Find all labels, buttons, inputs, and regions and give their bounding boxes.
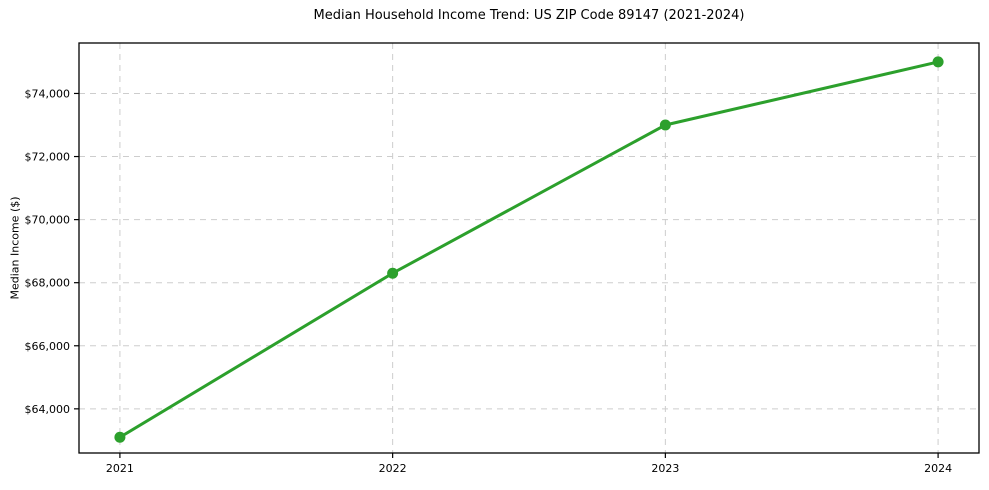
x-tick-label: 2021 xyxy=(106,462,134,475)
data-point-2024 xyxy=(932,56,944,68)
y-tick-label: $68,000 xyxy=(25,277,71,290)
y-tick-label: $70,000 xyxy=(25,214,71,227)
y-tick-label: $66,000 xyxy=(25,340,71,353)
y-tick-label: $72,000 xyxy=(25,151,71,164)
trend-line xyxy=(118,60,940,439)
plot-border xyxy=(78,42,980,454)
x-tick-label: 2023 xyxy=(651,462,679,475)
chart-title: Median Household Income Trend: US ZIP Co… xyxy=(313,8,745,23)
data-point-2021 xyxy=(114,431,126,443)
x-tick-label: 2022 xyxy=(379,462,407,475)
y-tick-label: $64,000 xyxy=(25,403,71,416)
x-tick-label: 2024 xyxy=(924,462,952,475)
data-point-2022 xyxy=(387,267,399,279)
y-tick-label: $74,000 xyxy=(25,87,71,100)
data-point-2023 xyxy=(659,119,671,131)
